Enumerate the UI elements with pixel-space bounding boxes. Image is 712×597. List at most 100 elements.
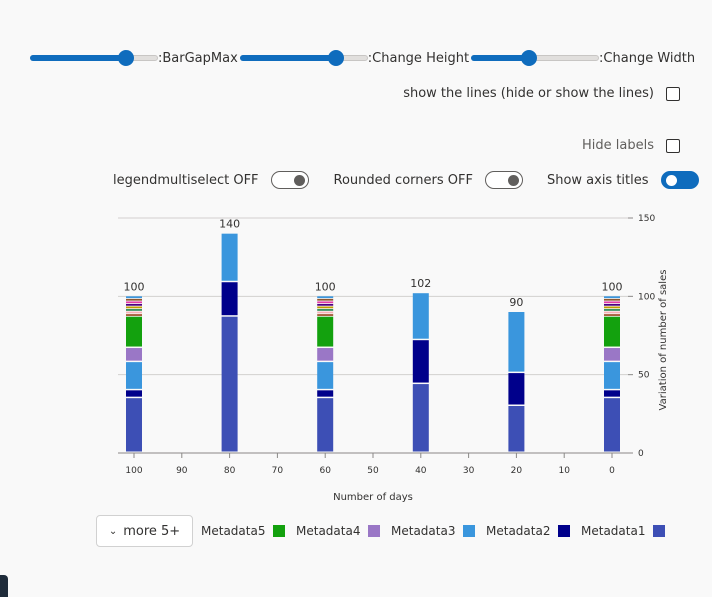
hide-labels-label: Hide labels (582, 138, 654, 153)
bar-segment-metadata1 (221, 316, 238, 452)
x-tick-label: 80 (224, 466, 236, 476)
bar-segment-other (604, 314, 620, 316)
legend-item-metadata1[interactable]: Metadata1 (581, 524, 666, 538)
change-height-label: :Change Height (367, 50, 470, 66)
bar-segment-other (317, 301, 334, 304)
bar-segment-metadata2 (317, 390, 334, 397)
slider-row: :BarGapMax :Change Height :Change Width (30, 50, 697, 66)
legend-swatch (463, 525, 476, 537)
show-lines-label: show the lines (hide or show the lines) (403, 86, 654, 101)
bar-segment-other (126, 298, 142, 301)
x-tick-label: 10 (558, 466, 570, 476)
y-axis: 0 50 100 150 (628, 214, 655, 459)
change-width-slider[interactable] (471, 50, 600, 66)
change-width-label: :Change Width (599, 50, 696, 66)
bar-segment-other (604, 306, 620, 309)
axis-titles-label: Show axis titles (546, 172, 649, 188)
slider-fill (471, 55, 529, 61)
slider-thumb[interactable] (118, 50, 134, 66)
bar-total-label: 100 (602, 280, 623, 293)
legend-item-metadata4[interactable]: Metadata4 (296, 524, 381, 538)
bar-segment-metadata5 (317, 316, 334, 347)
bar-segment-other (317, 306, 334, 309)
bar-total-label: 100 (124, 280, 145, 293)
bar-segment-metadata4 (126, 348, 142, 361)
x-axis: 100 90 80 70 60 50 40 30 20 10 0 (125, 453, 615, 476)
bar-segment-metadata2 (604, 390, 620, 397)
bar-total-label: 102 (410, 277, 431, 290)
slider-fill (30, 55, 126, 61)
x-tick-label: 20 (511, 466, 523, 476)
x-tick-label: 70 (272, 466, 284, 476)
rounded-corners-label: Rounded corners OFF (333, 172, 473, 188)
bar-segment-other (317, 309, 334, 311)
bar-segment-other (604, 309, 620, 311)
more-legend-button[interactable]: ⌄ more 5+ (96, 515, 193, 547)
legend-swatch (558, 525, 571, 537)
bar-segment-metadata2 (126, 390, 142, 397)
bar-segment-other (604, 301, 620, 304)
bar-segment-metadata1 (604, 398, 620, 452)
legend-label: Metadata1 (581, 524, 646, 538)
toggle-knob (293, 175, 305, 186)
bar-segment-other (126, 301, 142, 304)
bar-segment-metadata3 (604, 362, 620, 389)
x-tick-label: 90 (176, 466, 188, 476)
legend-item-metadata3[interactable]: Metadata3 (391, 524, 476, 538)
legend-label: Metadata5 (201, 524, 266, 538)
bar-total-label: 90 (509, 296, 523, 309)
legend-multiselect-label: legendmultiselect OFF (113, 172, 259, 188)
legend-label: Metadata3 (391, 524, 456, 538)
bar-gap-max-slider[interactable] (30, 50, 158, 66)
bar-total-label: 100 (315, 280, 336, 293)
x-tick-label: 100 (125, 466, 142, 476)
x-tick-label: 40 (415, 466, 427, 476)
legend-label: Metadata2 (486, 524, 551, 538)
bar-segment-other (126, 309, 142, 311)
x-axis-title: Number of days (333, 492, 413, 503)
bar-segment-other (604, 298, 620, 301)
legend-multiselect-toggle[interactable] (270, 171, 309, 189)
rounded-corners-toggle[interactable] (484, 171, 523, 189)
x-tick-label: 60 (319, 466, 331, 476)
legend-swatch (653, 525, 666, 537)
hide-labels-checkbox[interactable] (666, 138, 680, 153)
y-tick-label: 100 (638, 292, 655, 302)
bar-segment-metadata5 (126, 316, 142, 347)
bar-segment-metadata1 (412, 384, 429, 452)
legend-swatch (273, 525, 286, 537)
bars: 100 140 100 102 90 100 (124, 218, 623, 452)
bar-segment-metadata2 (508, 373, 525, 405)
legend-item-metadata2[interactable]: Metadata2 (486, 524, 571, 538)
bar-segment-other (317, 298, 334, 301)
bar-segment-metadata2 (412, 340, 429, 383)
y-axis-title: Variation of number of sales (658, 270, 669, 411)
bar-segment-metadata3 (126, 362, 142, 389)
x-tick-label: 50 (367, 466, 379, 476)
bar-segment-other (317, 296, 334, 299)
change-height-slider[interactable] (239, 50, 368, 66)
x-tick-label: 30 (463, 466, 475, 476)
bar-segment-other (604, 311, 620, 314)
bar-segment-metadata3 (412, 293, 429, 339)
slider-fill (239, 55, 336, 61)
y-tick-label: 150 (638, 214, 655, 224)
gridlines (118, 217, 628, 454)
bar-segment-other (317, 303, 334, 306)
corner-widget (0, 575, 8, 597)
show-lines-checkbox[interactable] (666, 86, 680, 101)
legend-swatch (368, 525, 381, 537)
axis-titles-toggle[interactable] (660, 171, 699, 189)
bar-segment-other (604, 296, 620, 299)
slider-thumb[interactable] (520, 50, 537, 66)
bar-segment-other (126, 303, 142, 306)
bar-segment-metadata5 (604, 316, 620, 347)
legend-item-metadata5[interactable]: Metadata5 (201, 524, 286, 538)
slider-thumb[interactable] (327, 50, 344, 66)
toggle-knob (665, 175, 677, 186)
hide-labels-row: Hide labels (582, 138, 680, 153)
toggle-knob (507, 175, 519, 186)
bar-segment-other (604, 303, 620, 306)
x-tick-label: 0 (609, 466, 615, 476)
bar-segment-metadata2 (221, 282, 238, 316)
